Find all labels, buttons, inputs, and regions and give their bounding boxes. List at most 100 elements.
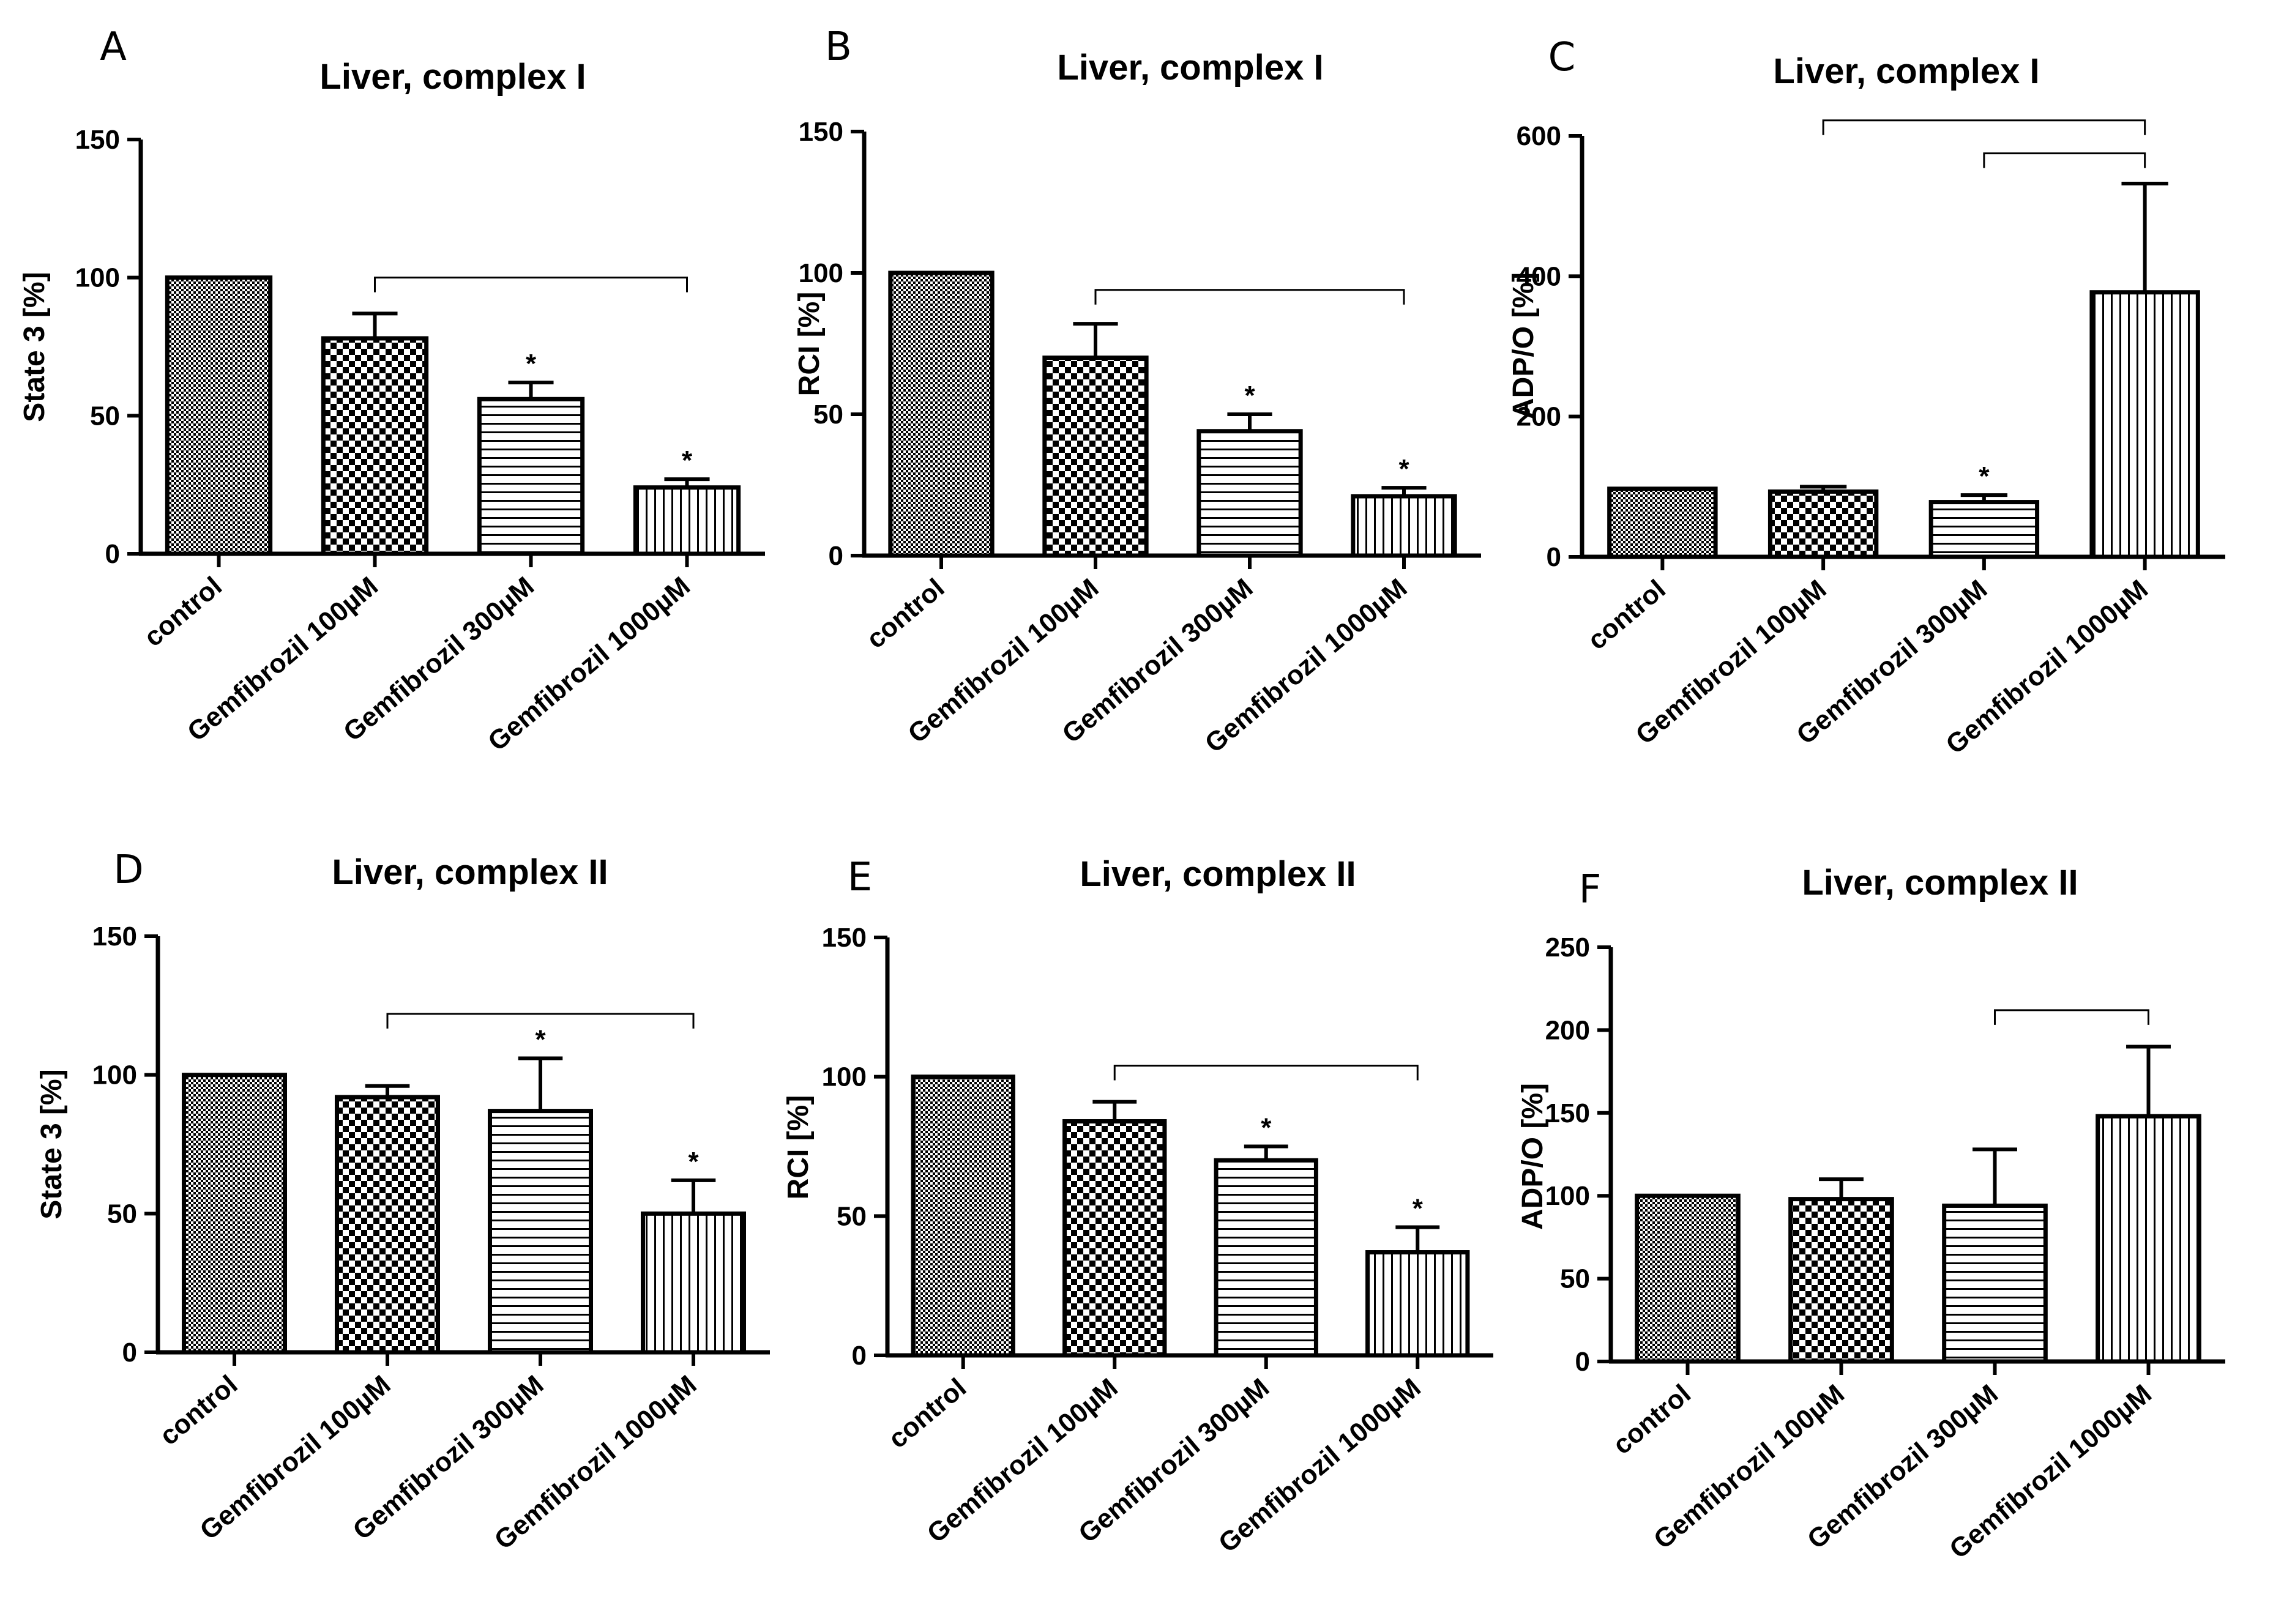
panel-f: F Liver, complex II ADP/O [%] 0 50 100 150 200 2… [1517,863,2225,1565]
error-bar-4 [671,1178,716,1214]
error-bar-3 [1244,1144,1288,1161]
error-bar-2 [1092,1100,1137,1122]
comparison-bracket-1 [1822,119,2146,135]
y-axis-label: State 3 [%] [35,1069,68,1219]
x-tick-label: control [861,573,950,654]
significance-star-4: * [682,445,693,475]
y-tick-label: 100 [92,1060,137,1090]
bar-4 [2089,290,2200,559]
chart-title: Liver, complex II [1802,863,2078,903]
panel-e: E Liver, complex II RCI [%] * * 0 50 100 150 cont… [782,854,1493,1559]
bar-4 [641,1211,746,1355]
error-bar-2 [1073,322,1118,358]
y-tick-label: 100 [1545,1181,1590,1211]
error-bar-3 [508,381,554,400]
error-bar-4 [1395,1225,1440,1253]
y-tick-label: 150 [1545,1098,1590,1128]
panel-b: B Liver, complex I RCI [%] * * 0 50 100 150 contr… [793,24,1481,759]
x-tick-label: control [1582,574,1671,655]
error-bar-2 [365,1084,410,1097]
chart-title: Liver, complex I [319,57,586,97]
bar-3 [1196,429,1303,558]
error-bar-2 [352,311,398,338]
y-tick-label: 150 [92,922,137,952]
comparison-bracket-1 [374,277,688,292]
y-axis-label: ADP/O [%] [1517,1083,1549,1230]
error-bar-4 [2126,1045,2171,1117]
bar-1 [182,1073,287,1355]
error-bar-2 [1819,1177,1864,1199]
bar-4 [633,485,741,556]
panel-c: C Liver, complex I ADP/O [%] * 0 200 400 600 con… [1507,35,2225,760]
y-tick-label: 0 [852,1341,867,1371]
panel-letter: B [825,24,852,70]
comparison-bracket-2 [1983,152,2146,168]
x-tick-label: control [1607,1379,1696,1460]
panel-letter: E [848,855,872,900]
bar-4 [1351,494,1457,558]
panel-d: D Liver, complex II State 3 [%] * * 0 50 100 150… [35,847,770,1555]
y-axis-label: State 3 [%] [18,272,51,422]
y-axis-label: ADP/O [%] [1507,272,1540,419]
significance-star-3: * [1979,461,1990,491]
bar-1 [1635,1193,1741,1364]
y-tick-label: 50 [90,401,120,431]
bar-2 [1062,1119,1167,1358]
x-tick-label: control [154,1369,244,1451]
error-bar-2 [1799,485,1847,492]
significance-star-4: * [688,1147,699,1177]
chart-title: Liver, complex I [1057,48,1323,88]
y-tick-label: 400 [1517,261,1561,291]
significance-star-3: * [535,1024,546,1054]
bar-3 [1928,500,2040,559]
y-tick-label: 0 [105,539,120,569]
y-axis-label: RCI [%] [782,1095,815,1200]
significance-star-3: * [1261,1113,1272,1143]
bar-1 [888,270,995,558]
panel-a: A Liver, complex I State 3 [%] * * 0 50 100 150 c… [18,24,765,757]
y-tick-label: 150 [799,117,843,147]
error-bar-4 [664,477,710,488]
y-tick-label: 50 [107,1199,137,1229]
significance-star-4: * [1398,454,1409,484]
significance-star-3: * [1244,381,1255,411]
error-bar-3 [1960,493,2008,502]
x-tick-label: control [883,1373,972,1454]
y-tick-label: 0 [1575,1347,1590,1377]
comparison-bracket-1 [1094,289,1405,305]
bar-2 [1767,489,1879,559]
bar-1 [911,1075,1015,1358]
y-tick-label: 600 [1517,121,1561,151]
error-bar-3 [1973,1147,2017,1206]
y-tick-label: 0 [1547,542,1561,572]
bar-2 [321,336,429,556]
panel-letter: F [1579,867,1602,912]
x-tick-label: control [138,571,228,652]
bar-4 [2096,1114,2201,1364]
y-tick-label: 50 [813,400,843,430]
panel-letter: A [100,24,127,70]
bar-1 [1607,486,1718,559]
y-tick-label: 250 [1545,933,1590,963]
chart-title: Liver, complex II [1080,854,1356,894]
bar-3 [488,1109,593,1355]
y-tick-label: 200 [1517,402,1561,432]
bar-3 [1214,1158,1318,1358]
y-tick-label: 0 [122,1338,137,1368]
y-tick-label: 200 [1545,1015,1590,1045]
error-bar-4 [1381,486,1427,496]
bar-3 [1942,1203,2048,1364]
comparison-bracket-1 [1994,1009,2149,1025]
error-bar-4 [2121,181,2168,292]
significance-star-3: * [526,349,537,379]
y-tick-label: 100 [822,1062,867,1092]
bar-2 [1788,1197,1894,1364]
y-tick-label: 0 [829,541,843,571]
bar-1 [165,275,273,556]
comparison-bracket-1 [386,1013,695,1029]
chart-title: Liver, complex II [332,852,608,892]
y-axis-label: RCI [%] [793,292,826,397]
chart-title: Liver, complex I [1773,51,2039,91]
y-tick-label: 50 [837,1201,867,1231]
